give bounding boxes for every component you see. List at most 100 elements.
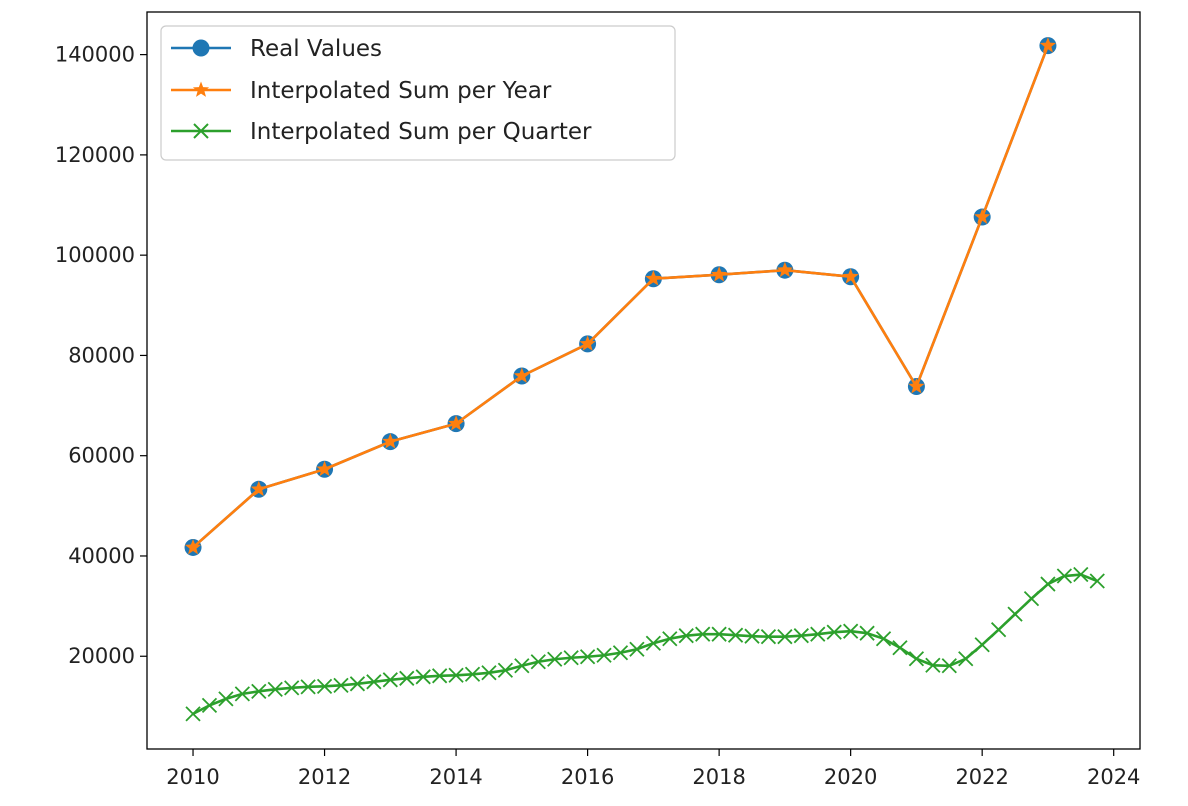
y-tick-label: 20000 [68, 644, 135, 668]
data-point-star [513, 367, 530, 383]
data-point-x [382, 672, 398, 688]
data-point-x [432, 668, 448, 684]
data-point-x [399, 670, 415, 686]
legend-box [160, 25, 676, 161]
data-point-x [843, 623, 859, 639]
data-point-x [629, 641, 645, 657]
data-point-star [448, 415, 465, 431]
data-point-x [1056, 568, 1073, 584]
data-point-x [892, 640, 908, 656]
x-tick-label: 2022 [955, 765, 1008, 789]
data-point-star [579, 335, 596, 351]
x-tick-label: 2020 [824, 765, 877, 789]
data-point-x [859, 625, 875, 641]
series-line-1 [192, 45, 1050, 549]
data-point-star [316, 460, 333, 477]
data-point-x [1089, 573, 1105, 589]
data-point-x [777, 629, 793, 645]
data-point-x [316, 678, 333, 694]
data-point-x [267, 681, 283, 697]
plot-area [184, 37, 1105, 722]
data-point-x [925, 657, 941, 673]
legend-marker-x-icon [193, 123, 209, 139]
data-point-x [727, 627, 744, 643]
data-point-x [218, 691, 234, 707]
data-point-x [810, 626, 826, 642]
data-point-x [251, 683, 267, 699]
legend-label-real-values: Real Values [250, 36, 382, 62]
x-tick-label: 2016 [561, 765, 614, 789]
data-point-star [974, 208, 991, 224]
data-point-x [596, 647, 612, 663]
y-tick-label: 100000 [55, 243, 135, 267]
y-tick-label: 60000 [68, 444, 135, 468]
series-1 [184, 37, 1057, 555]
data-point-star [250, 480, 267, 497]
data-point-star [1039, 37, 1057, 53]
legend: Real Values Interpolated Sum per Year In… [160, 25, 676, 161]
x-tick-label: 2018 [692, 765, 745, 789]
data-point-star [382, 433, 399, 449]
legend-label-sum-per-quarter: Interpolated Sum per Quarter [250, 119, 592, 145]
data-point-x [448, 667, 464, 683]
x-tick-label: 2010 [166, 765, 219, 789]
data-point-x [234, 686, 250, 702]
data-point-star [776, 261, 793, 278]
y-tick-label: 120000 [55, 143, 135, 167]
data-point-star [842, 268, 859, 284]
data-point-x [579, 649, 596, 665]
x-tick-label: 2014 [429, 765, 482, 789]
data-point-x [1073, 566, 1089, 583]
data-point-star [184, 538, 202, 555]
data-point-x [1040, 576, 1056, 592]
data-point-x [333, 677, 349, 693]
series-2 [185, 566, 1105, 722]
data-point-x [941, 658, 957, 674]
series-line-2 [192, 573, 1098, 716]
data-point-x [711, 626, 727, 642]
data-point-x [563, 650, 579, 666]
data-point-x [1023, 590, 1040, 607]
data-point-x [744, 628, 760, 644]
data-point-x [645, 635, 662, 651]
data-point-x [793, 628, 809, 644]
data-point-star [711, 266, 728, 282]
data-point-x [958, 651, 974, 667]
legend-label-sum-per-year: Interpolated Sum per Year [250, 78, 552, 104]
data-point-x [908, 651, 925, 667]
data-point-x [990, 622, 1007, 638]
data-point-star [908, 378, 925, 394]
legend-marker-star-icon [192, 81, 210, 97]
data-point-x [464, 666, 481, 682]
x-tick-label: 2012 [298, 765, 351, 789]
data-point-x [974, 637, 990, 653]
data-point-x [678, 628, 694, 644]
legend-marker-circle-icon [192, 39, 210, 57]
data-point-x [662, 631, 678, 647]
data-point-x [366, 674, 382, 690]
y-tick-label: 140000 [55, 43, 135, 67]
legend-entry-sum-per-year: Interpolated Sum per Year [171, 78, 552, 104]
data-point-x [284, 680, 300, 696]
data-point-x [415, 669, 431, 685]
y-tick-label: 40000 [68, 544, 135, 568]
data-point-x [547, 651, 563, 667]
data-point-x [349, 676, 366, 692]
x-tick-label: 2024 [1087, 765, 1140, 789]
data-point-x [826, 624, 842, 640]
axes: 2010 2012 2014 2016 2018 2020 2022 2024 20000 400… [55, 43, 1141, 789]
data-point-x [612, 645, 629, 661]
data-point-x [760, 629, 777, 645]
data-point-x [514, 658, 530, 674]
data-point-x [185, 706, 201, 722]
legend-entry-sum-per-quarter: Interpolated Sum per Quarter [171, 119, 592, 145]
legend-entry-real-values: Real Values [171, 36, 382, 62]
data-point-x [1007, 606, 1023, 622]
data-point-x [201, 697, 218, 714]
data-point-x [695, 626, 711, 642]
y-tick-label: 80000 [68, 343, 135, 367]
data-point-x [300, 679, 316, 695]
data-point-x [875, 631, 892, 647]
data-point-x [481, 665, 497, 681]
